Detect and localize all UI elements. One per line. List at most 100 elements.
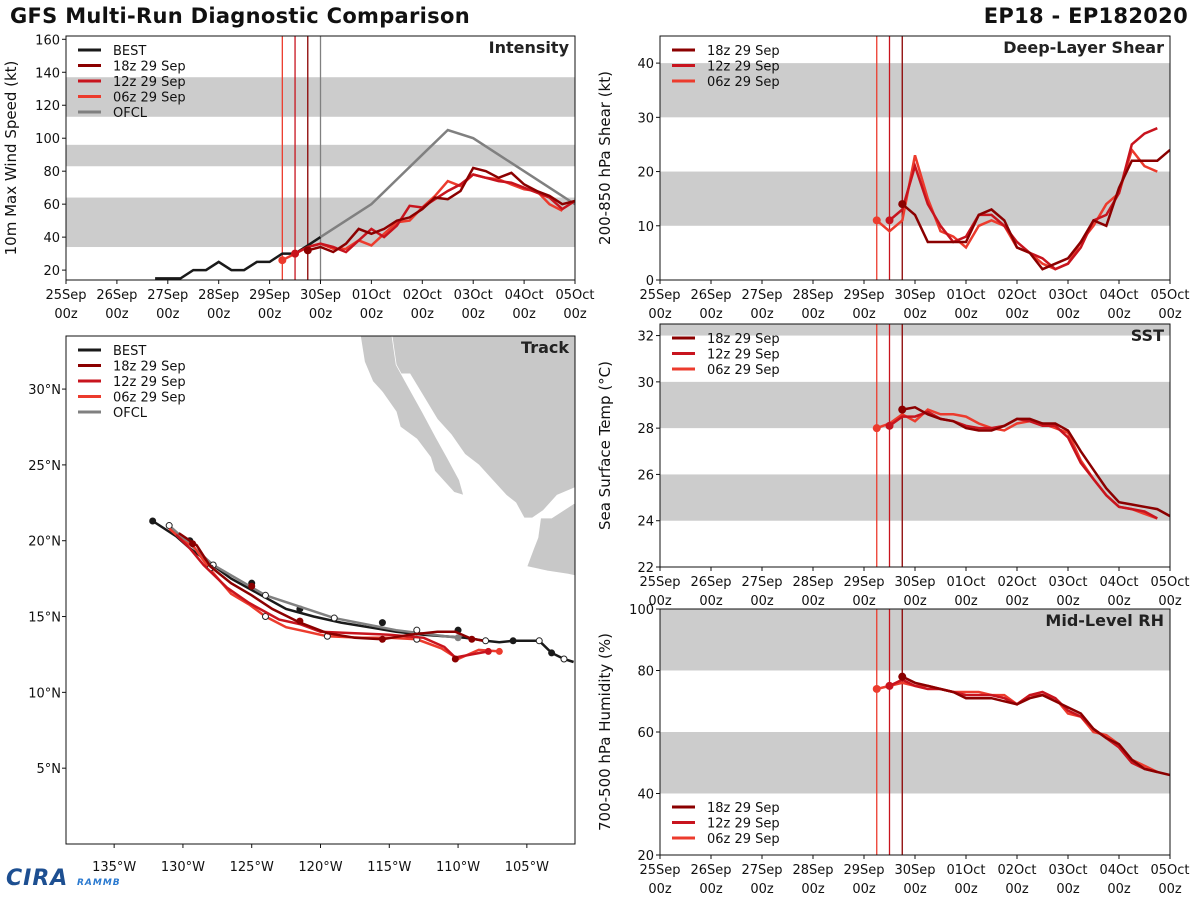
track-chart: 135°W 130°W 125°W 120°W 115°W 110°W 105°W 5°N 10… <box>28 335 576 875</box>
plot-frame <box>659 608 1171 856</box>
y-tick-label: 60 <box>637 726 654 741</box>
series-line-18z-29-sep <box>902 405 1170 518</box>
series-start-point <box>885 216 894 225</box>
x-tick-label: 03Oct <box>1048 575 1087 590</box>
track-open-point <box>330 614 338 622</box>
x-tick-label: 00z <box>156 307 180 322</box>
land-mass-1 <box>391 336 575 519</box>
x-tick-label: 00z <box>903 882 927 897</box>
x-tick-label: 00z <box>411 307 435 322</box>
legend-label: 06z 29 Sep <box>113 91 186 106</box>
x-tick-label: 00z <box>699 882 723 897</box>
series-start-point <box>278 256 287 265</box>
rh-chart: 25Sep 00z 26Sep 00z 27Sep 00z 28Sep 00z 29Sep 00z… <box>596 603 1190 897</box>
x-tick-label: 00z <box>852 594 876 609</box>
x-tick-label: 05Oct <box>555 288 594 303</box>
y-tick-label: 20 <box>43 264 60 279</box>
y-tick-label: 20 <box>637 849 654 864</box>
series-start-point <box>885 681 894 690</box>
track-open-point <box>413 626 421 634</box>
x-tick-label: 03Oct <box>1048 863 1087 878</box>
track-open-point <box>482 637 490 645</box>
y-tick-label: 80 <box>43 165 60 180</box>
x-tick-label: 00z <box>1158 882 1182 897</box>
x-tick-label: 00z <box>360 307 384 322</box>
x-tick-label: 27Sep <box>147 288 188 303</box>
y-tick-label: 30 <box>637 111 654 126</box>
plot-frame <box>65 35 576 281</box>
legend-label: 12z 29 Sep <box>113 375 186 390</box>
x-tick-label: 29Sep <box>843 575 884 590</box>
track-line-12z-29-sep <box>175 533 489 659</box>
x-tick-label: 04Oct <box>1099 288 1138 303</box>
series-line-ofcl <box>319 128 575 239</box>
y-tick-label: 30 <box>637 376 654 391</box>
x-tick-label: 03Oct <box>1048 288 1087 303</box>
legend-label: 06z 29 Sep <box>707 75 780 90</box>
track-point <box>296 617 304 625</box>
x-tick-label: 02Oct <box>997 288 1036 303</box>
panel-title: Track <box>521 338 569 357</box>
track-open-point <box>535 637 543 645</box>
x-tick-label: 125°W <box>230 860 274 875</box>
x-tick-label: 00z <box>801 594 825 609</box>
x-tick-label: 120°W <box>298 860 342 875</box>
y-tick-label: 28 <box>637 422 654 437</box>
x-tick-label: 04Oct <box>1099 575 1138 590</box>
x-tick-label: 00z <box>1158 307 1182 322</box>
y-tick-label: 100 <box>629 603 654 618</box>
track-line-06z-29-sep <box>168 527 500 661</box>
track-point <box>189 540 197 548</box>
track-point <box>248 582 256 590</box>
x-tick-label: 00z <box>903 594 927 609</box>
y-tick-label: 120 <box>35 99 60 114</box>
x-tick-label: 00z <box>309 307 333 322</box>
x-tick-label: 25Sep <box>639 288 680 303</box>
legend-label: 12z 29 Sep <box>113 75 186 90</box>
x-tick-label: 30Sep <box>894 863 935 878</box>
x-tick-label: 00z <box>1005 307 1029 322</box>
shear-chart: 25Sep 00z 26Sep 00z 27Sep 00z 28Sep 00z 29Sep 00z… <box>596 35 1190 322</box>
y-tick-label: 20°N <box>28 535 61 550</box>
track-point <box>484 647 492 655</box>
y-tick-label: 5°N <box>37 762 62 777</box>
x-tick-label: 00z <box>1107 882 1131 897</box>
x-tick-label: 29Sep <box>249 288 290 303</box>
x-tick-label: 00z <box>801 307 825 322</box>
series-start-point <box>291 249 300 258</box>
x-tick-label: 27Sep <box>741 575 782 590</box>
legend-label: 06z 29 Sep <box>707 363 780 378</box>
plot-frame <box>659 323 1171 568</box>
legend-label: BEST <box>113 344 146 359</box>
shaded-band <box>660 474 1170 521</box>
y-tick-label: 22 <box>637 561 654 576</box>
y-tick-label: 60 <box>43 198 60 213</box>
rammb-logo-text: RAMMB <box>76 878 121 888</box>
x-tick-label: 01Oct <box>946 288 985 303</box>
legend-label: 06z 29 Sep <box>113 391 186 406</box>
shear-plot-area <box>660 36 1170 280</box>
x-tick-label: 00z <box>1056 594 1080 609</box>
x-tick-label: 01Oct <box>946 863 985 878</box>
x-tick-label: 00z <box>1005 594 1029 609</box>
x-tick-label: 28Sep <box>792 288 833 303</box>
track-line-ofcl <box>168 524 459 640</box>
x-tick-label: 00z <box>258 307 282 322</box>
track-point <box>548 649 556 657</box>
x-tick-label: 02Oct <box>403 288 442 303</box>
x-tick-label: 26Sep <box>690 288 731 303</box>
x-tick-label: 135°W <box>92 860 136 875</box>
panel-title: Mid-Level RH <box>1045 611 1164 630</box>
legend-label: 06z 29 Sep <box>707 832 780 847</box>
x-tick-label: 04Oct <box>505 288 544 303</box>
y-tick-label: 80 <box>637 665 654 680</box>
sst-plot-area <box>660 324 1170 567</box>
y-tick-label: 140 <box>35 66 60 81</box>
legend-label: 12z 29 Sep <box>707 60 780 75</box>
x-tick-label: 00z <box>1005 882 1029 897</box>
x-tick-label: 00z <box>903 307 927 322</box>
y-tick-label: 10°N <box>28 686 61 701</box>
